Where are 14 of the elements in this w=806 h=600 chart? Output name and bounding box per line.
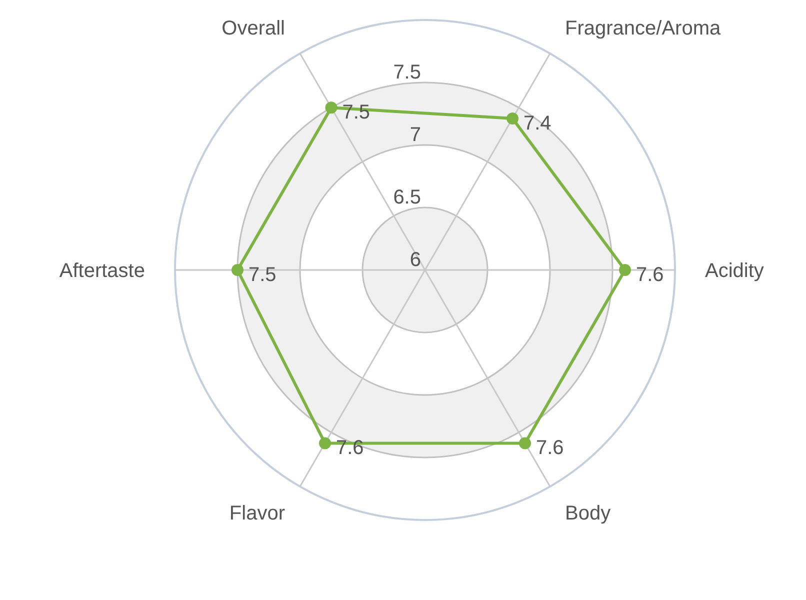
spoke-label: Body <box>565 502 611 524</box>
y-tick-label: 6.5 <box>393 186 421 208</box>
spoke-label: Aftertaste <box>59 260 145 282</box>
data-label: 7.5 <box>248 264 276 286</box>
y-tick-label: 7 <box>410 124 421 146</box>
data-label: 7.4 <box>524 112 552 134</box>
spoke-label: Acidity <box>705 260 764 282</box>
spoke-label: Fragrance/Aroma <box>565 18 722 40</box>
spoke-label: Flavor <box>229 502 286 524</box>
data-label: 7.6 <box>636 264 664 286</box>
data-label: 7.6 <box>536 437 564 460</box>
y-tick-label: 7.5 <box>393 62 421 84</box>
spoke-label: Overall <box>222 18 285 40</box>
y-tick-label: 6 <box>410 249 421 271</box>
